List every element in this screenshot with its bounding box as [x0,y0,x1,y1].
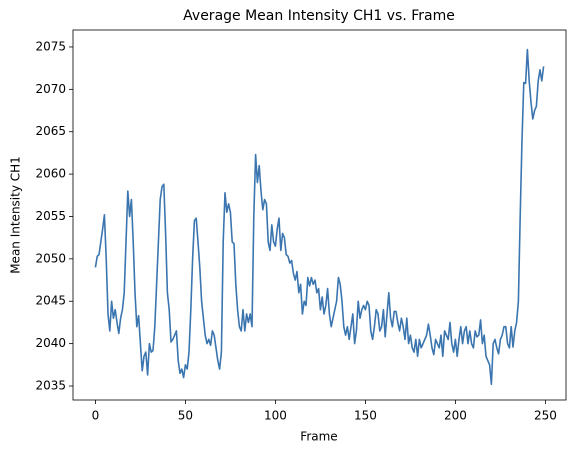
chart-title: Average Mean Intensity CH1 vs. Frame [183,8,455,24]
y-tick-label: 2060 [35,167,66,181]
x-tick-label: 200 [444,409,467,423]
y-tick-label: 2065 [35,124,66,138]
y-tick-label: 2040 [35,336,66,350]
x-tick-label: 50 [178,409,193,423]
x-axis-label: Frame [300,430,337,444]
y-axis-label: Mean Intensity CH1 [9,156,23,274]
data-line [94,48,545,386]
x-tick-label: 0 [92,409,100,423]
x-tick-label: 100 [264,409,287,423]
plot-frame [72,29,567,401]
y-tick-label: 2045 [35,294,66,308]
x-tick-label: 150 [354,409,377,423]
y-tick-label: 2055 [35,209,66,223]
y-tick-label: 2050 [35,251,66,265]
y-tick-label: 2070 [35,82,66,96]
y-tick-label: 2035 [35,379,66,393]
x-tick-label: 250 [534,409,557,423]
y-tick-label: 2075 [35,39,66,53]
